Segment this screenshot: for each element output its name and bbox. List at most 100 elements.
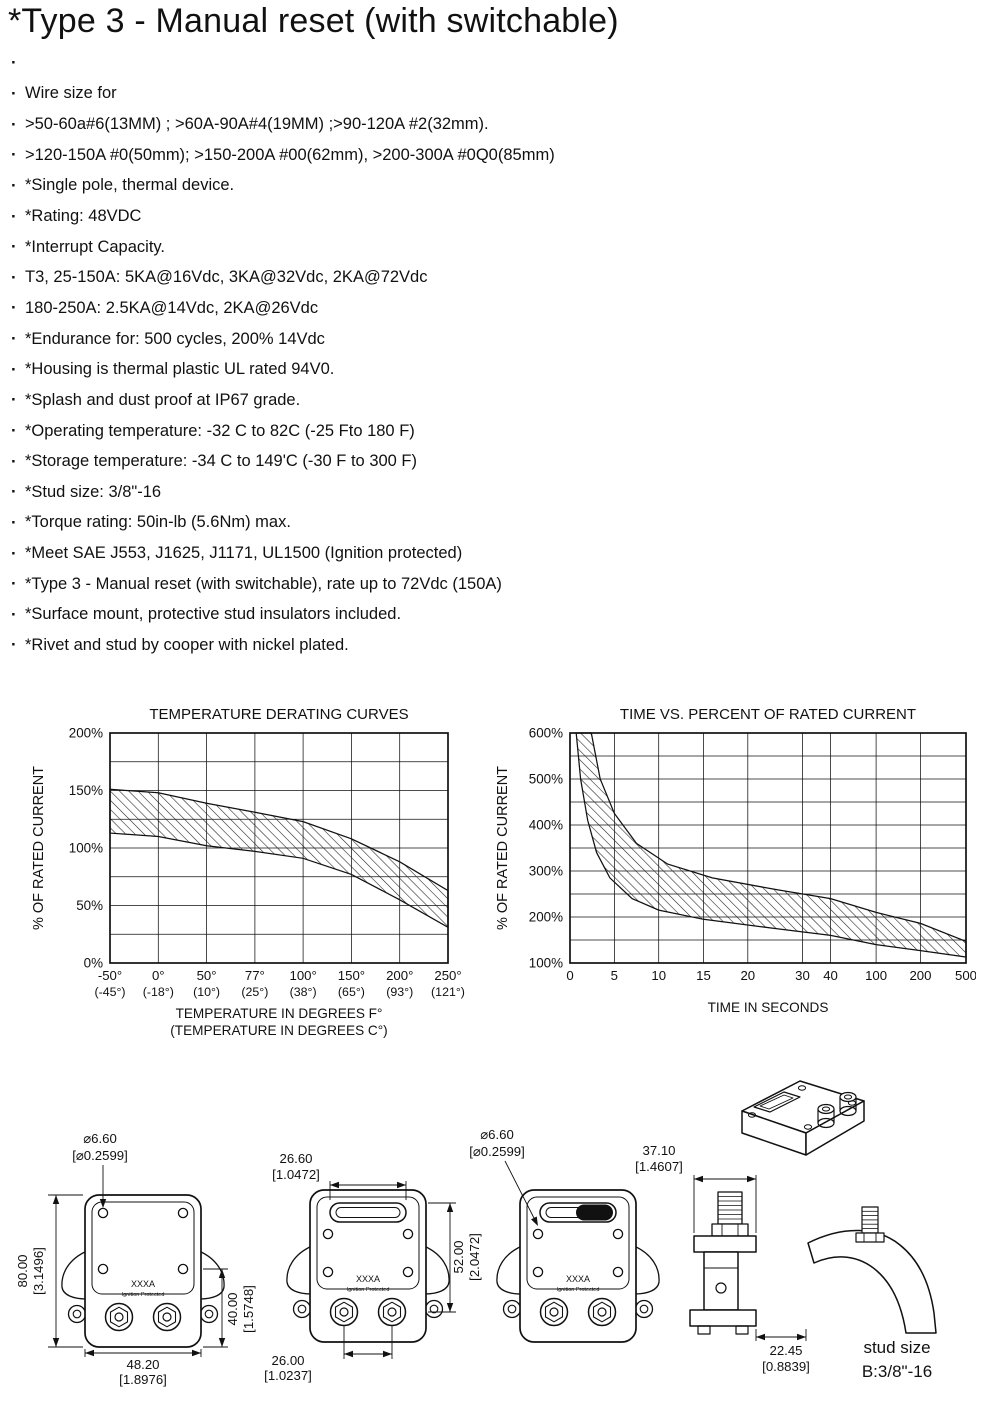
ignition-protected-label: Ignition Protected	[557, 1287, 600, 1293]
rating-band	[109, 788, 449, 929]
x-tick-label-f: 100°	[290, 968, 317, 983]
panel-mount-illustration: stud size B:3/8"-16	[807, 1206, 937, 1381]
dim-hole-spacing-mm: 40.00	[225, 1292, 240, 1325]
ignition-protected-label: Ignition Protected	[347, 1287, 390, 1293]
x-tick-label: 5	[611, 968, 618, 983]
spec-item: *Endurance for: 500 cycles, 200% 14Vdc	[11, 324, 555, 355]
part-marking: XXXA	[356, 1274, 380, 1284]
spec-item	[11, 48, 555, 79]
y-axis-label: % OF RATED CURRENT	[495, 766, 511, 930]
x-tick-label-c: (65°)	[338, 985, 365, 999]
dim-hole-a-in: [⌀0.2599]	[72, 1148, 128, 1163]
spec-item: *Rating: 48VDC	[11, 201, 555, 232]
x-tick-label-f: -50°	[98, 968, 122, 983]
spec-item-text: *Type 3 - Manual reset (with switchable)…	[25, 574, 502, 593]
time-vs-current-chart-svg: TIME VS. PERCENT OF RATED CURRENT % OF RA…	[495, 706, 977, 1015]
spec-item: *Type 3 - Manual reset (with switchable)…	[11, 569, 555, 600]
spec-item: *Surface mount, protective stud insulato…	[11, 600, 555, 631]
x-tick-label: 20	[740, 968, 755, 983]
x-tick-label-c: (-45°)	[94, 985, 125, 999]
y-tick-label: 200%	[529, 910, 563, 925]
technical-drawings-section: XXXA Ignition Protected XXXA Ignition Prote…	[0, 1057, 982, 1402]
spec-item-text: Wire size for	[25, 84, 117, 103]
x-tick-label: 30	[795, 968, 810, 983]
dim-width-in: [1.8976]	[119, 1372, 167, 1387]
x-tick-label: 100	[865, 968, 887, 983]
spec-item: *Interrupt Capacity.	[11, 232, 555, 263]
spec-item-text: *Splash and dust proof at IP67 grade.	[25, 390, 301, 409]
spec-item-text: *Rivet and stud by cooper with nickel pl…	[25, 635, 349, 654]
x-axis-label: TIME IN SECONDS	[708, 1000, 829, 1015]
front-view-b: XXXA Ignition Protected	[286, 1189, 450, 1343]
x-tick-label-c: (-18°)	[143, 985, 174, 999]
x-tick-label: 10	[651, 968, 666, 983]
dim-hole-c-mm: ⌀6.60	[480, 1127, 514, 1142]
x-tick-label-f: 250°	[434, 968, 461, 983]
spec-list: Wire size for >50-60a#6(13MM) ; >60A-90A#…	[11, 48, 555, 661]
dim-stud-spacing-in: [1.0237]	[264, 1368, 312, 1383]
dim-hole-spacing-in: [1.5748]	[241, 1285, 256, 1333]
spec-item: *Rivet and stud by cooper with nickel pl…	[11, 630, 555, 661]
spec-item-text: *Endurance for: 500 cycles, 200% 14Vdc	[25, 329, 325, 348]
x-axis-label: TEMPERATURE IN DEGREES F°	[176, 1006, 383, 1021]
spec-item-text: *Housing is thermal plastic UL rated 94V…	[25, 360, 335, 379]
dim-depth-in: [1.4607]	[635, 1159, 683, 1174]
x-tick-label-f: 200°	[386, 968, 413, 983]
front-view-a: XXXA Ignition Protected	[61, 1194, 225, 1348]
isometric-view	[741, 1080, 865, 1156]
dim-slot-in: [1.0472]	[272, 1167, 320, 1182]
y-tick-label: 600%	[529, 726, 563, 741]
y-axis-label: % OF RATED CURRENT	[31, 766, 47, 930]
y-tick-label: 100%	[529, 956, 563, 971]
stud-size-value: B:3/8"-16	[862, 1362, 932, 1381]
time-vs-current-chart: TIME VS. PERCENT OF RATED CURRENT % OF RA…	[492, 700, 977, 1053]
spec-item: 180-250A: 2.5KA@14Vdc, 2KA@26Vdc	[11, 293, 555, 324]
spec-item-text: *Surface mount, protective stud insulato…	[25, 605, 402, 624]
temperature-derating-chart: TEMPERATURE DERATING CURVES % OF RATED CU…	[28, 700, 488, 1053]
x-tick-label-c: (38°)	[290, 985, 317, 999]
spec-item-text: *Operating temperature: -32 C to 82C (-2…	[25, 421, 415, 440]
spec-item-text: *Meet SAE J553, J1625, J1171, UL1500 (Ig…	[25, 544, 463, 563]
x-tick-label: 0	[566, 968, 573, 983]
x-tick-label-c: (10°)	[193, 985, 220, 999]
dim-panel-offset-mm: 22.45	[769, 1343, 802, 1358]
spec-item: >50-60a#6(13MM) ; >60A-90A#4(19MM) ;>90-…	[11, 109, 555, 140]
x-tick-label-c: (93°)	[386, 985, 413, 999]
dim-body-height-in: [2.0472]	[467, 1233, 482, 1281]
spec-item: *Torque rating: 50in-lb (5.6Nm) max.	[11, 508, 555, 539]
x-tick-label-c: (25°)	[241, 985, 268, 999]
dim-hole-a-mm: ⌀6.60	[83, 1131, 117, 1146]
ignition-protected-label: Ignition Protected	[122, 1292, 165, 1298]
x-tick-label-f: 50°	[197, 968, 217, 983]
spec-item-text: *Interrupt Capacity.	[25, 237, 166, 256]
dimension-annotations: 80.00 [3.1496] ⌀6.60 [⌀0.2599] 40.00 [1.5748]…	[15, 1127, 810, 1387]
y-tick-label: 100%	[69, 841, 103, 856]
x-tick-label-f: 0°	[152, 968, 165, 983]
y-tick-label: 200%	[69, 726, 103, 741]
y-tick-label: 150%	[69, 783, 103, 798]
spec-item-text: >50-60a#6(13MM) ; >60A-90A#4(19MM) ;>90-…	[25, 115, 489, 134]
chart-title: TEMPERATURE DERATING CURVES	[149, 706, 408, 723]
spec-item: *Housing is thermal plastic UL rated 94V…	[11, 354, 555, 385]
y-tick-label: 0%	[84, 956, 103, 971]
spec-item-text: 180-250A: 2.5KA@14Vdc, 2KA@26Vdc	[25, 298, 319, 317]
stud-size-label: stud size	[863, 1338, 930, 1357]
x-tick-label-c: (121°)	[431, 985, 465, 999]
dim-depth-mm: 37.10	[642, 1143, 675, 1158]
y-tick-label: 400%	[529, 818, 563, 833]
part-marking: XXXA	[131, 1279, 155, 1289]
spec-item: *Splash and dust proof at IP67 grade.	[11, 385, 555, 416]
dim-panel-offset-in: [0.8839]	[762, 1359, 810, 1374]
spec-item: *Storage temperature: -34 C to 149'C (-3…	[11, 446, 555, 477]
dim-height-mm: 80.00	[15, 1254, 30, 1287]
spec-item-text: >120-150A #0(50mm); >150-200A #00(62mm),…	[25, 145, 555, 164]
spec-item: >120-150A #0(50mm); >150-200A #00(62mm),…	[11, 140, 555, 171]
dim-height-in: [3.1496]	[31, 1247, 46, 1295]
y-tick-label: 500%	[529, 772, 563, 787]
spec-item: Wire size for	[11, 79, 555, 110]
dim-stud-spacing-mm: 26.00	[271, 1353, 304, 1368]
side-view	[689, 1191, 757, 1335]
chart-title: TIME VS. PERCENT OF RATED CURRENT	[620, 706, 916, 723]
rating-band	[575, 732, 967, 958]
